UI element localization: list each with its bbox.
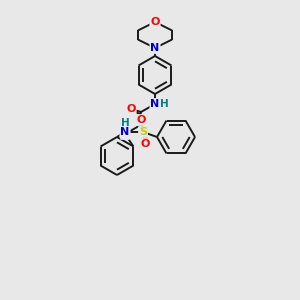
Text: S: S	[139, 127, 147, 137]
Text: H: H	[121, 118, 129, 128]
Text: N: N	[150, 99, 160, 109]
Text: O: O	[126, 104, 136, 114]
Text: H: H	[160, 99, 168, 109]
Text: N: N	[120, 127, 130, 137]
Text: O: O	[136, 115, 146, 125]
Text: S: S	[121, 129, 129, 139]
Text: O: O	[150, 17, 160, 27]
Text: O: O	[140, 139, 150, 149]
Text: N: N	[150, 43, 160, 53]
